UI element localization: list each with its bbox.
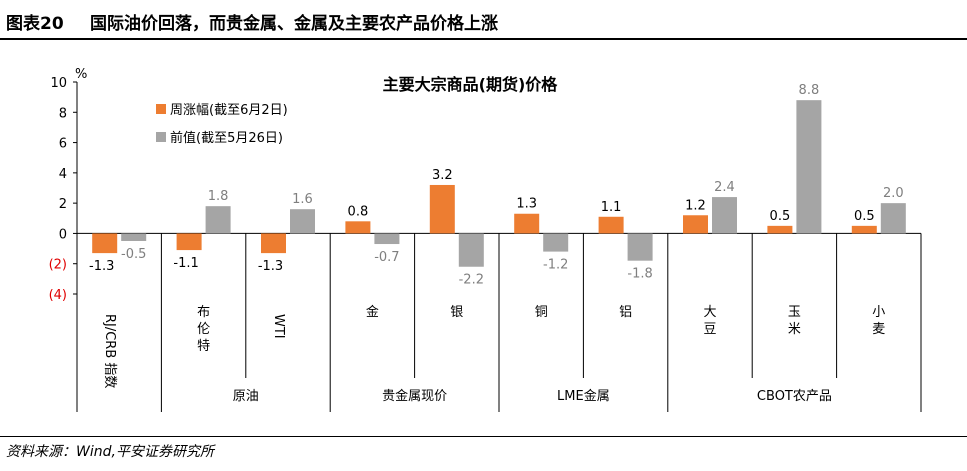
y-tick-label: (4) [49,288,67,303]
bar-previous [627,233,653,261]
bar-previous [290,209,315,234]
data-label: 0.5 [770,209,791,224]
source-note: 资料来源：Wind,平安证券研究所 [6,444,214,460]
data-label: -0.7 [374,250,399,265]
bar-previous [880,203,906,234]
bar-previous [205,206,231,234]
group-label: 贵金属现价 [382,388,447,404]
data-label: -0.5 [121,247,146,262]
data-label: 2.4 [714,180,735,195]
data-label: -1.1 [173,256,198,271]
figure-header: 图表20 国际油价回落，而贵金属、金属及主要农产品价格上涨 [0,0,967,40]
bar-previous [796,100,822,234]
category-label: 铜 [535,305,548,320]
bar-previous [543,233,569,252]
data-label: 0.5 [854,209,875,224]
y-tick-label: 8 [59,106,67,121]
bar-previous [374,233,400,245]
data-label: 1.2 [685,198,706,213]
bar-weekly [429,184,455,234]
data-label: -1.3 [89,259,114,274]
figure-label: 图表20 [6,14,64,34]
y-tick-label: 4 [59,167,67,182]
group-label: 原油 [233,389,259,404]
data-label: 0.8 [348,204,369,219]
data-label: -1.8 [627,267,652,282]
bar-weekly [598,216,624,234]
data-label: 1.8 [208,189,229,204]
figure-title: 国际油价回落，而贵金属、金属及主要农产品价格上涨 [90,14,498,34]
bar-weekly [767,225,793,234]
category-label: 银 [450,305,463,320]
legend-label: 前值(截至5月26日) [170,130,283,146]
bar-previous [121,233,147,241]
y-tick-label: (2) [49,258,67,273]
data-label: 1.6 [292,192,313,207]
legend-swatch [156,104,166,114]
category-label: 铝 [619,305,632,320]
bar-weekly [345,221,371,234]
data-label: 8.8 [799,83,820,98]
category-label: 金 [366,304,379,320]
data-label: 3.2 [432,168,453,183]
y-tick-label: 2 [59,197,67,212]
y-tick-label: 10 [50,76,67,91]
group-label: CBOT农产品 [757,389,832,404]
y-axis-unit: % [75,67,87,82]
category-label: WTI [271,314,286,339]
bar-weekly [261,233,286,254]
data-label: -1.2 [543,258,568,273]
category-label: 布伦特 [197,305,210,354]
data-label: -2.2 [459,273,484,288]
category-label: 玉米 [788,305,801,337]
bottom-rule [0,436,967,437]
chart-title: 主要大宗商品(期货)价格 [383,75,559,94]
category-label: RJ/CRB 指数 [102,314,117,388]
y-tick-label: 6 [59,137,67,152]
data-label: 2.0 [883,186,904,201]
y-tick-label: 0 [59,227,67,242]
legend-swatch [156,132,166,142]
data-label: 1.1 [601,200,622,215]
legend-label: 周涨幅(截至6月2日) [170,103,288,118]
bar-weekly [92,233,118,254]
bar-previous [458,233,484,267]
bar-weekly [851,225,877,234]
group-label: LME金属 [557,388,610,404]
category-label: 大豆 [703,305,716,337]
bar-weekly [683,215,708,234]
category-label: 小麦 [872,305,885,337]
data-label: 1.3 [516,197,537,212]
data-label: -1.3 [258,259,283,274]
bar-previous [712,197,737,234]
commodity-price-chart: 主要大宗商品(期货)价格% 10 8 6 4 2 0 (2) (4) -1.3 -1.1 -1.3 0.… [49,67,922,412]
bar-weekly [514,213,540,234]
top-rule [0,38,967,40]
bar-weekly [176,233,202,251]
